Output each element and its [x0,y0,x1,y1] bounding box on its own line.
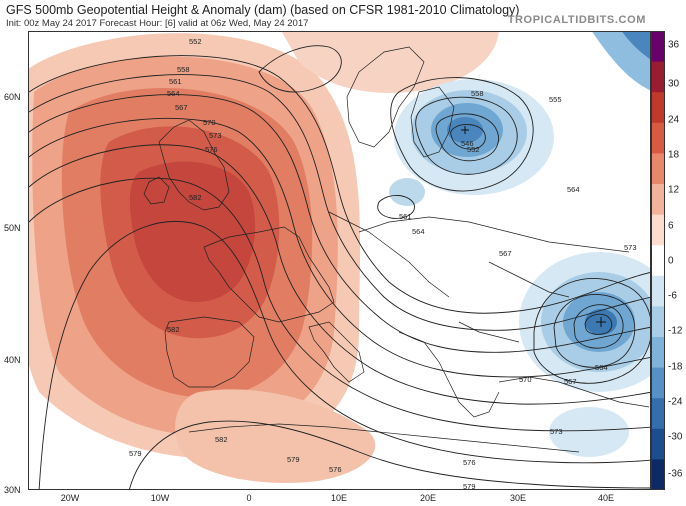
contour-value-labels: 552 558 561 564 567 570 573 576 579 582 … [129,37,637,490]
colorbar-swatch [651,367,665,399]
contour-label: 558 [177,65,190,74]
colorbar-swatch [651,92,665,124]
colorbar-swatch [651,122,665,154]
brand-watermark: TROPICALTIDBITS.COM [507,14,646,26]
contour-label: 552 [467,145,480,154]
latitude-label: 30N [4,485,21,495]
contour-label: 570 [203,118,216,127]
map-canvas: 552 558 561 564 567 570 573 576 579 582 … [29,32,650,490]
colorbar-swatch [651,428,665,460]
colorbar-swatch [651,184,665,216]
contour-label: 579 [287,455,300,464]
contour-label: 579 [129,449,142,458]
colorbar-label: -18 [668,361,683,373]
chart-title: GFS 500mb Geopotential Height & Anomaly … [6,3,520,17]
anomaly-shading [29,32,499,483]
colorbar-border [651,31,665,490]
contour-label: 564 [167,89,180,98]
contour-label: 567 [564,377,577,386]
colorbar-label: 12 [668,184,680,196]
contour-label: 576 [205,145,218,154]
contour-label: 564 [595,363,608,372]
longitude-label: 20W [60,493,80,503]
longitude-label: 10W [150,493,170,503]
colorbar-label: -36 [668,468,683,480]
longitude-label: 0 [246,493,252,503]
colorbar-label: 36 [668,39,680,51]
colorbar-swatch [651,214,665,246]
colorbar-swatch [651,459,665,491]
colorbar-label: 0 [668,255,674,267]
colorbar-swatches [651,31,665,491]
contour-label: 570 [519,375,532,384]
map-panel: 552 558 561 564 567 570 573 576 579 582 … [28,31,651,490]
latitude-label: 40N [4,355,21,365]
colorbar-swatch [651,398,665,430]
colorbar-label: 30 [668,78,680,90]
contour-label: 546 [461,139,474,148]
contour-label: 558 [471,89,484,98]
contour-label: 567 [499,249,512,258]
low-pressure-centers [461,126,606,327]
colorbar-label: 18 [668,149,680,161]
colorbar-label: 6 [668,220,674,232]
contour-label: 555 [549,95,562,104]
contour-label: 561 [169,77,182,86]
colorbar-swatch [651,306,665,338]
contour-label: 573 [624,243,637,252]
longitude-label: 10E [330,493,348,503]
chart-subtitle: Init: 00z May 24 2017 Forecast Hour: [6]… [6,18,309,29]
contour-label: 573 [550,427,563,436]
contour-label: 582 [215,435,228,444]
contour-label: 564 [567,185,580,194]
colorbar-swatch [651,245,665,277]
colorbar-swatch [651,31,665,63]
longitude-label: 30E [509,493,527,503]
contour-label: 582 [189,193,202,202]
colorbar-swatch [651,61,665,93]
latitude-label: 60N [4,92,21,102]
contour-label: 576 [463,458,476,467]
colorbar-label: -24 [668,396,683,408]
contour-label: 561 [399,212,412,221]
anomaly-colorbar [651,31,665,491]
colorbar-swatch [651,337,665,369]
longitude-label: 20E [419,493,437,503]
height-contours [29,45,650,489]
cold-anomaly-shading [389,32,650,457]
contour-label: 567 [175,103,188,112]
colorbar-label: -6 [668,290,677,302]
latitude-label: 50N [4,223,21,233]
colorbar-label: 24 [668,114,680,126]
contour-label: 552 [189,37,202,46]
contour-label: 576 [329,465,342,474]
contour-label: 573 [209,131,222,140]
colorbar-label: -12 [668,325,683,337]
colorbar-swatch [651,275,665,307]
contour-label: 579 [463,482,476,490]
colorbar-label: -30 [668,431,683,443]
colorbar-swatch [651,153,665,185]
longitude-label: 40E [597,493,615,503]
contour-label: 564 [412,227,425,236]
contour-label: 582 [167,325,180,334]
